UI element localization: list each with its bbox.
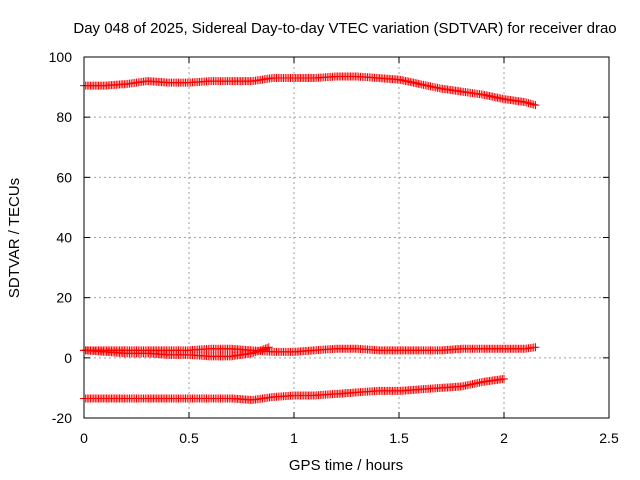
data-point-fill [528, 100, 536, 109]
series-lower [80, 374, 508, 404]
series-middle-b [80, 343, 273, 361]
x-tick-label: 2 [500, 430, 508, 446]
data-point-fill [254, 346, 263, 355]
data-point-fill [253, 347, 262, 356]
data-point [531, 343, 540, 352]
y-tick-label: 100 [49, 49, 73, 65]
x-tick-labels: 0 0.5 1 1.5 2 2.5 [80, 430, 619, 446]
y-tick-label: 60 [56, 169, 72, 185]
x-tick-label: 1 [290, 430, 298, 446]
data-point-fill [251, 348, 260, 357]
data-point-fill [526, 99, 535, 108]
y-tick-label: 80 [56, 109, 72, 125]
data-point-fill [529, 100, 538, 109]
chart-title: Day 048 of 2025, Sidereal Day-to-day VTE… [73, 20, 616, 37]
x-tick-label: 0 [80, 430, 88, 446]
data-point-fill [261, 344, 270, 353]
data-point [500, 374, 508, 383]
data-point-fill [524, 99, 533, 108]
x-axis-title: GPS time / hours [289, 457, 403, 474]
data-point-fill [258, 345, 267, 354]
y-tick-labels: -20 0 20 40 60 80 100 [49, 49, 73, 426]
y-axis-title: SDTVAR / TECUs [6, 178, 23, 298]
data-point-fill [256, 346, 265, 355]
data-point [248, 349, 256, 358]
series-upper [80, 72, 540, 110]
data-point [264, 343, 273, 352]
y-tick-label: 0 [64, 350, 72, 366]
data-point-fill [249, 348, 258, 357]
y-tick-label: 20 [56, 290, 72, 306]
data-point [531, 101, 540, 110]
data-point-fill [522, 98, 531, 107]
data-point-fill [259, 345, 268, 354]
y-tick-label: 40 [56, 230, 72, 246]
x-tick-label: 2.5 [599, 430, 619, 446]
plot-frame [83, 56, 610, 419]
series-middle-a [80, 343, 540, 356]
y-tick-label: -20 [52, 410, 72, 426]
x-tick-label: 0.5 [179, 430, 199, 446]
data-points [80, 72, 540, 404]
data-point [521, 98, 529, 107]
grid [84, 57, 609, 418]
x-tick-label: 1.5 [389, 430, 409, 446]
data-point-fill [263, 343, 272, 352]
